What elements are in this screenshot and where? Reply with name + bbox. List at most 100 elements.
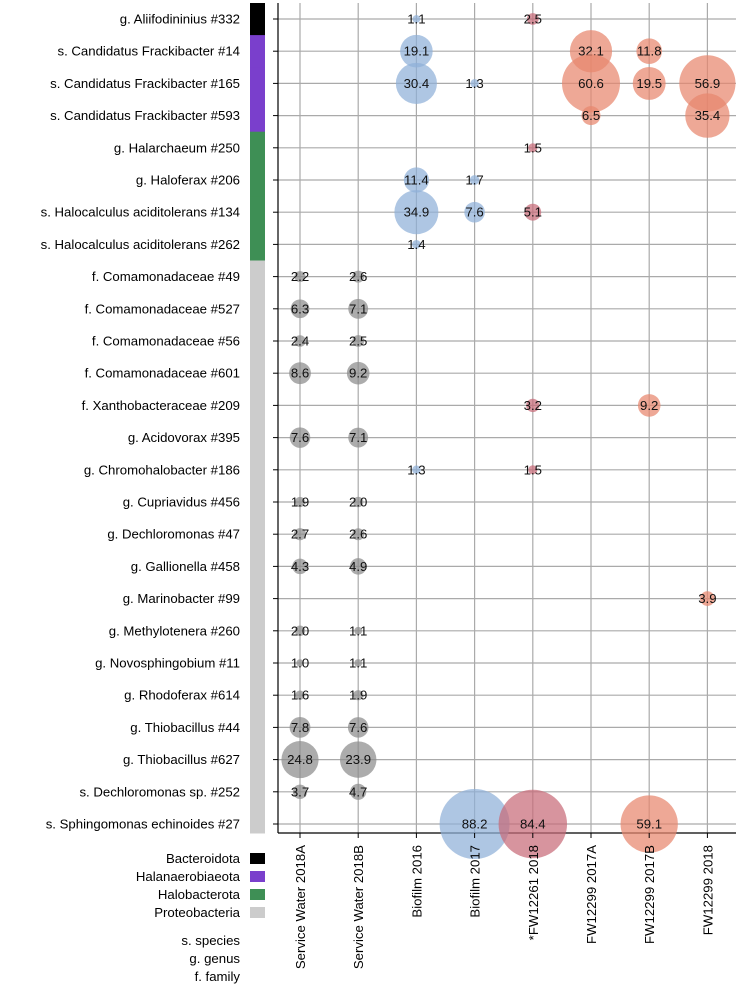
row-label: s. Candidatus Frackibacter #165 [50, 76, 240, 91]
bubble-value-label: 56.9 [695, 76, 721, 91]
row-label: g. Aliifodininius #332 [120, 12, 240, 27]
row-label: s. Halocalculus aciditolerans #262 [41, 237, 240, 252]
legend-label-proteobacteria: Proteobacteria [154, 905, 240, 920]
bubble [679, 55, 736, 112]
row-label: g. Halarchaeum #250 [114, 140, 240, 155]
bubble [289, 362, 311, 385]
bubble-value-label: 1.1 [349, 623, 367, 638]
bubble [354, 659, 363, 667]
column-label: Service Water 2018B [351, 845, 366, 969]
bubble [394, 190, 439, 235]
phylum-bar-segment-proteobacteria [250, 292, 265, 326]
bubble [348, 298, 369, 319]
bubble [352, 335, 365, 347]
legend-swatch-bacteroidota [250, 853, 265, 864]
bubble-value-label: 60.6 [578, 76, 604, 91]
bubble [346, 361, 370, 385]
phylum-bar-segment-proteobacteria [250, 485, 265, 519]
phylum-bar-segment-proteobacteria [250, 550, 265, 583]
row-label: g. Thiobacillus #44 [130, 720, 240, 735]
bubble-value-label: 7.8 [291, 720, 309, 735]
bubble [395, 62, 437, 104]
bubble-value-label: 32.1 [578, 44, 604, 59]
bubble [349, 558, 367, 575]
bubble-value-label: 1.5 [524, 462, 542, 477]
row-labels: g. Aliifodininius #332 s. Candidatus Frac… [41, 12, 278, 832]
bubble [289, 427, 311, 448]
row-label: g. Haloferax #206 [136, 173, 240, 188]
bubble [561, 54, 621, 113]
bubble [350, 783, 367, 800]
bubble [524, 203, 542, 221]
phylum-bar-segment-proteobacteria [250, 518, 265, 551]
bubble-value-label: 5.1 [524, 205, 542, 220]
bubble-value-label: 1.5 [524, 140, 542, 155]
legend-label-halobacterota: Halobacterota [158, 887, 241, 902]
bubble-value-label: 4.3 [291, 559, 309, 574]
phylum-bar-segment-proteobacteria [250, 453, 265, 487]
bubble-value-label: 3.2 [524, 398, 542, 413]
phylum-bar-segment-proteobacteria [250, 582, 265, 616]
bubble [637, 394, 661, 417]
row-label: f. Comamonadaceae #601 [85, 366, 240, 381]
bubble [581, 106, 601, 126]
row-label: g. Cupriavidus #456 [123, 495, 240, 510]
bubble [700, 591, 715, 606]
row-label: g. Marinobacter #99 [123, 591, 240, 606]
bubble-value-label: 1.6 [291, 688, 309, 703]
phylum-bar-segment-proteobacteria [250, 743, 265, 777]
bubble-value-label: 4.7 [349, 784, 367, 799]
bubble-value-label: 1.0 [291, 656, 309, 671]
row-label: f. Xanthobacteraceae #209 [82, 398, 240, 413]
phylum-bar-segment-proteobacteria [250, 807, 265, 834]
bubble-value-label: 7.6 [465, 205, 483, 220]
bubble [294, 335, 306, 347]
row-label: f. Comamonadaceae #527 [85, 301, 240, 316]
row-label: g. Methylotenera #260 [109, 623, 240, 638]
bubble-value-label: 2.4 [291, 334, 309, 349]
legend: Bacteroidota Halanaerobiaeota Halobacterot… [136, 851, 265, 984]
bubble-value-label: 19.1 [404, 44, 430, 59]
bubble-value-label: 4.9 [349, 559, 367, 574]
phylum-bar-segment-halobacterota [250, 131, 265, 165]
phylum-bar-segment-halanaerobiaeota [250, 99, 265, 133]
bubble [498, 789, 568, 859]
rank-legend-entry: g. genus [189, 951, 240, 966]
bubble-value-label: 1.1 [349, 656, 367, 671]
row-label: s. Sphingomonas echinoides #27 [46, 817, 240, 832]
bubble [412, 465, 421, 475]
bubble-value-label: 9.2 [349, 366, 367, 381]
row-label: g. Rhodoferax #614 [124, 688, 240, 703]
bubble [526, 398, 540, 413]
phylum-bar-segment-halobacterota [250, 196, 265, 229]
row-label: s. Candidatus Frackibacter #14 [57, 44, 240, 59]
phylum-bar-segment-halobacterota [250, 228, 265, 261]
grid-layer [277, 3, 736, 834]
bubble-value-label: 7.6 [291, 430, 309, 445]
bubble [636, 38, 663, 65]
phylum-bar-segment-halanaerobiaeota [250, 35, 265, 68]
bubble [620, 795, 678, 853]
column-label: FW12299 2017B [642, 845, 657, 944]
phylum-bar-segment-proteobacteria [250, 389, 265, 422]
row-label: g. Novosphingobium #11 [95, 656, 240, 671]
bubble-value-label: 7.1 [349, 430, 367, 445]
row-label: g. Thiobacillus #627 [123, 752, 240, 767]
column-labels: Service Water 2018A Service Water 2018B Bi… [293, 833, 715, 969]
phylum-bar-segment-proteobacteria [250, 646, 265, 680]
bubble [296, 659, 304, 667]
bubble [294, 496, 306, 508]
bubble-value-label: 2.0 [349, 495, 367, 510]
bubble-value-label: 84.4 [520, 817, 546, 832]
bubble [469, 175, 480, 185]
row-label: g. Gallionella #458 [131, 559, 240, 574]
bubble-value-label: 2.5 [349, 334, 367, 349]
phylum-bar-segment-proteobacteria [250, 421, 265, 455]
column-label: *FW12261 2018 [526, 845, 541, 940]
row-label: f. Comamonadaceae #56 [92, 334, 240, 349]
bubble-value-label: 9.2 [640, 398, 658, 413]
bubble-value-label: 7.1 [349, 301, 367, 316]
bubble [412, 15, 421, 23]
